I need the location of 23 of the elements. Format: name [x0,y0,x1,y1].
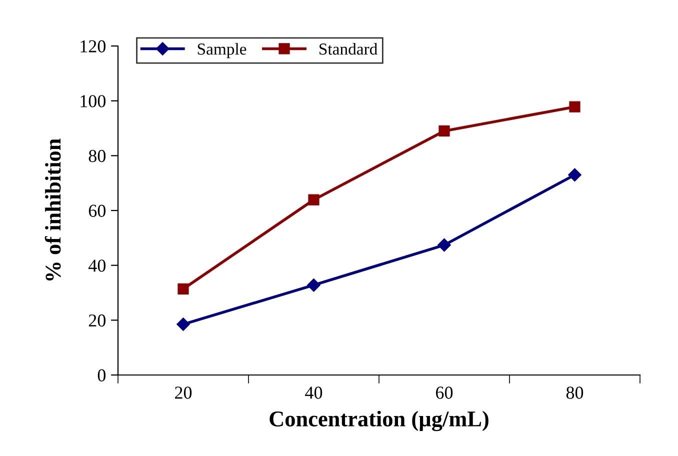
legend-label: Standard [320,42,378,55]
y-tick-label: 0 [98,369,106,382]
y-tick-label: 40 [88,260,106,272]
x-tick-label: 40 [305,386,322,399]
y-axis-title: % of inhibition [44,138,61,280]
x-tick-label: 80 [566,386,584,399]
point [178,283,189,294]
y-tick-label: 80 [88,150,106,162]
legend-label: Sample [198,42,246,58]
point [438,125,450,137]
point [568,168,582,182]
x-axis-title: Concentration (µg/mL) [270,410,488,432]
y-tick-label: 20 [88,314,106,327]
y-tick-label: 120 [80,40,106,52]
y-tick-label: 60 [88,204,106,217]
x-tick-label: 20 [175,386,192,399]
point [569,101,580,112]
point [308,194,320,206]
point [307,278,320,292]
point [176,318,190,331]
y-tick-label: 100 [80,95,106,108]
x-tick-label: 60 [436,386,453,399]
point [438,238,451,252]
